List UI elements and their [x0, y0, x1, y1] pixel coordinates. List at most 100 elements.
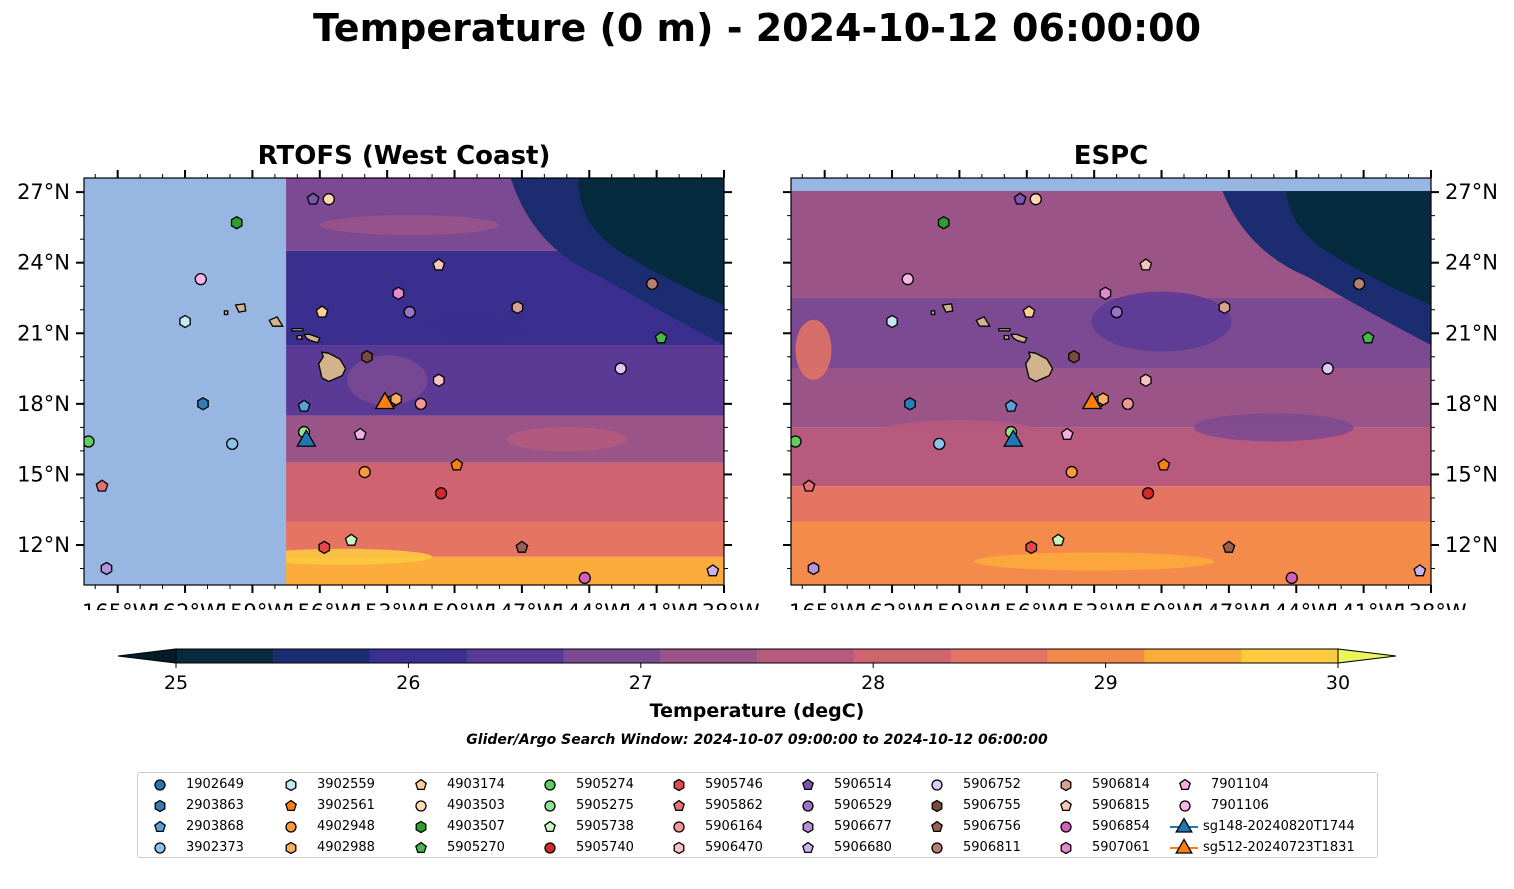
island-2	[998, 327, 1011, 332]
lat-tick-label: 27°N	[1445, 180, 1498, 204]
colorbar-bin	[660, 649, 758, 663]
legend-label: 5906756	[963, 819, 1021, 834]
colorbar-bin	[176, 649, 274, 663]
platform-marker-5906811	[645, 277, 659, 291]
island-0	[1025, 351, 1054, 383]
legend-label: 5906815	[1092, 798, 1150, 813]
platform-marker-3902559	[886, 314, 898, 329]
colorbar-tick-label: 27	[629, 672, 653, 694]
colorbar-bin	[272, 649, 371, 663]
lat-tick-label: 24°N	[17, 251, 70, 275]
legend-marker-5906752	[931, 779, 943, 791]
platform-marker-2903868	[297, 399, 311, 412]
platform-marker-5906756	[1222, 540, 1236, 553]
legend-label: 7901106	[1211, 798, 1269, 813]
map-frame	[790, 177, 1432, 586]
platform-marker-5907061	[392, 286, 405, 301]
legend-marker-5906470	[673, 841, 685, 855]
platform-marker-5905738	[1051, 533, 1065, 546]
legend-marker-3902373	[154, 842, 166, 854]
lon-tick-label: 153°W	[351, 600, 423, 610]
platform-marker-5906514	[1013, 192, 1027, 205]
lon-tick-label: 162°W	[856, 600, 928, 610]
colorbar-tick-label: 25	[164, 672, 188, 694]
platform-marker-5905740	[434, 487, 448, 500]
legend-label: 5906514	[834, 777, 892, 792]
platform-marker-5906680	[1413, 564, 1427, 577]
platform-marker-5906514	[306, 192, 320, 205]
platform-marker-2903863	[197, 397, 209, 411]
legend-marker-3902559	[285, 778, 297, 792]
colorbar-bin	[1241, 649, 1339, 663]
lon-tick-label: 159°W	[217, 600, 289, 610]
island-5	[234, 303, 247, 313]
colorbar-bin	[1144, 649, 1242, 663]
map-espc: 165°W162°W159°W156°W153°W150°W147°W144°W…	[783, 170, 1498, 610]
no-data-strip	[791, 178, 1431, 191]
legend-label: 5906164	[705, 819, 763, 834]
platform-marker-7901106	[194, 273, 207, 286]
colorbar-bin	[950, 649, 1048, 663]
no-data-mask	[84, 178, 287, 585]
platform-marker-5906811	[1352, 277, 1366, 291]
legend-marker-5906811	[931, 842, 943, 854]
platform-marker-4903503	[322, 193, 335, 206]
colorbar-label: Temperature (degC)	[649, 700, 865, 722]
platform-marker-5905746	[1025, 540, 1038, 555]
lon-tick-label: 141°W	[1328, 600, 1400, 610]
platform-marker-5905270	[1361, 331, 1375, 344]
lat-tick-label: 12°N	[1445, 533, 1498, 557]
platform-marker-5906756	[515, 540, 529, 553]
platform-marker-5905862	[95, 479, 109, 492]
legend-marker-2903863	[154, 799, 166, 813]
lon-tick-label: 159°W	[924, 600, 996, 610]
lat-tick-label: 21°N	[1445, 321, 1498, 345]
platform-marker-7901104	[1060, 427, 1074, 440]
lat-tick-label: 21°N	[17, 321, 70, 345]
legend-marker-4902988	[285, 841, 297, 855]
search-window-note: Glider/Argo Search Window: 2024-10-07 09…	[466, 732, 1048, 748]
platform-marker-3902559	[179, 314, 191, 329]
legend-marker-5907061	[1060, 841, 1072, 855]
island-6	[930, 310, 936, 316]
platform-marker-4903503	[1029, 193, 1042, 206]
legend-marker-5905275	[544, 800, 556, 812]
legend-marker-5906755	[931, 799, 943, 813]
panel-title-rtofs: RTOFS (West Coast)	[257, 141, 551, 171]
legend-marker-2903868	[154, 820, 166, 833]
lat-tick-label: 27°N	[17, 180, 70, 204]
platform-marker-5906677	[807, 561, 820, 576]
island-4	[268, 315, 284, 327]
platform-marker-7901106	[901, 273, 914, 286]
platform-marker-4903507	[937, 215, 950, 230]
legend-marker-5905746	[673, 778, 685, 792]
island-3	[1003, 334, 1010, 340]
platform-marker-4902948	[1065, 465, 1078, 479]
colorbar-bin	[1047, 649, 1145, 663]
platform-marker-5905862	[802, 479, 816, 492]
legend-label: 4902988	[317, 840, 375, 855]
platform-marker-7901104	[353, 427, 367, 440]
lon-tick-label: 156°W	[284, 600, 356, 610]
platform-marker-5906752	[614, 362, 627, 375]
lon-tick-label: 165°W	[789, 600, 861, 610]
platform-marker-5905274	[791, 435, 802, 448]
legend-label: 5905274	[576, 777, 634, 792]
platform-marker-5906814	[1218, 300, 1231, 315]
lat-tick-label: 18°N	[17, 392, 70, 416]
legend-label: sg512-20240723T1831	[1203, 840, 1355, 855]
colorbar-tick-label: 26	[396, 672, 420, 694]
legend-marker-4903503	[415, 800, 427, 812]
platform-marker-4903174	[315, 305, 329, 318]
legend-marker-5905738	[544, 820, 556, 833]
legend-marker-4903174	[415, 778, 427, 791]
legend-marker-sg148-20240820T1744	[1175, 817, 1193, 833]
lon-tick-label: 156°W	[991, 600, 1063, 610]
legend-label: 5907061	[1092, 840, 1150, 855]
figure-title: Temperature (0 m) - 2024-10-12 06:00:00	[312, 6, 1202, 50]
legend-marker-5905274	[544, 779, 556, 791]
legend-marker-5906756	[931, 820, 943, 833]
colorbar-bin	[369, 649, 467, 663]
lon-tick-label: 138°W	[688, 600, 760, 610]
platform-marker-5906854	[1285, 571, 1298, 585]
